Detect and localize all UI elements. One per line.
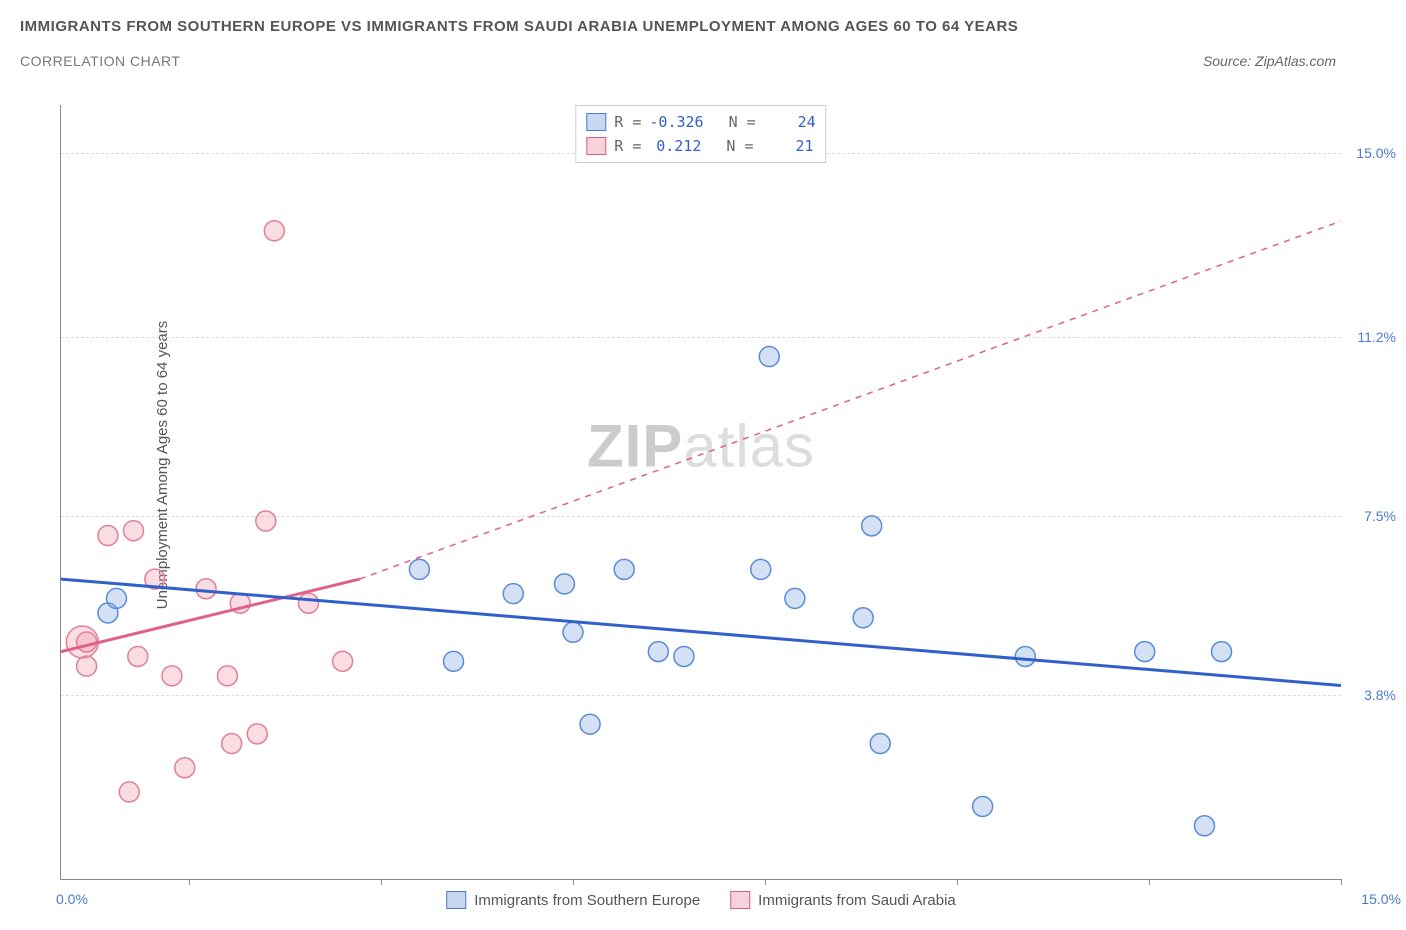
data-point [106, 588, 126, 608]
data-point [119, 782, 139, 802]
x-tick [765, 879, 766, 885]
x-tick [573, 879, 574, 885]
chart-source: Source: ZipAtlas.com [1203, 53, 1336, 69]
data-point [853, 608, 873, 628]
swatch-pink-icon [586, 137, 606, 155]
stats-row-pink: R = 0.212 N = 21 [586, 134, 815, 158]
r-label: R = [614, 110, 641, 134]
trend-line [360, 221, 1341, 579]
legend-label-blue: Immigrants from Southern Europe [474, 892, 700, 909]
y-tick-label: 11.2% [1357, 329, 1396, 345]
y-tick-label: 3.8% [1364, 687, 1396, 703]
x-tick [957, 879, 958, 885]
data-point [217, 666, 237, 686]
data-point [503, 584, 523, 604]
data-point [1212, 642, 1232, 662]
chart-title: IMMIGRANTS FROM SOUTHERN EUROPE VS IMMIG… [20, 18, 1386, 35]
n-label-2: N = [726, 134, 753, 158]
legend-item-blue: Immigrants from Southern Europe [446, 891, 700, 909]
chart-header: IMMIGRANTS FROM SOUTHERN EUROPE VS IMMIG… [0, 0, 1406, 69]
x-tick [381, 879, 382, 885]
data-point [751, 559, 771, 579]
data-point [264, 221, 284, 241]
data-point [674, 646, 694, 666]
scatter-svg [61, 105, 1341, 879]
data-point [77, 632, 97, 652]
data-point [124, 521, 144, 541]
data-point [614, 559, 634, 579]
legend-swatch-blue-icon [446, 891, 466, 909]
data-point [196, 579, 216, 599]
data-point [175, 758, 195, 778]
data-point [128, 646, 148, 666]
data-point [409, 559, 429, 579]
y-tick-label: 15.0% [1356, 145, 1396, 161]
data-point [333, 651, 353, 671]
bottom-legend: Immigrants from Southern Europe Immigran… [446, 891, 956, 909]
data-point [580, 714, 600, 734]
r-label-2: R = [614, 134, 641, 158]
legend-item-pink: Immigrants from Saudi Arabia [730, 891, 956, 909]
n-label: N = [729, 110, 756, 134]
data-point [973, 796, 993, 816]
legend-swatch-pink-icon [730, 891, 750, 909]
x-tick [189, 879, 190, 885]
data-point [222, 734, 242, 754]
data-point [870, 734, 890, 754]
data-point [785, 588, 805, 608]
data-point [1194, 816, 1214, 836]
data-point [563, 622, 583, 642]
y-tick-label: 7.5% [1364, 508, 1396, 524]
data-point [247, 724, 267, 744]
swatch-blue-icon [586, 113, 606, 131]
n-value-pink: 21 [762, 134, 814, 158]
legend-label-pink: Immigrants from Saudi Arabia [758, 892, 956, 909]
data-point [648, 642, 668, 662]
data-point [1135, 642, 1155, 662]
data-point [759, 347, 779, 367]
data-point [1015, 646, 1035, 666]
stats-row-blue: R = -0.326 N = 24 [586, 110, 815, 134]
chart-subtitle: CORRELATION CHART [20, 53, 180, 69]
data-point [444, 651, 464, 671]
data-point [298, 593, 318, 613]
x-axis-end-label: 15.0% [1361, 891, 1401, 907]
x-tick [1341, 879, 1342, 885]
chart-area: ZIPatlas R = -0.326 N = 24 R = 0.212 N =… [60, 105, 1341, 880]
r-value-pink: 0.212 [649, 134, 701, 158]
data-point [162, 666, 182, 686]
plot-region: ZIPatlas R = -0.326 N = 24 R = 0.212 N =… [60, 105, 1341, 880]
data-point [256, 511, 276, 531]
x-axis-start-label: 0.0% [56, 891, 88, 907]
data-point [98, 526, 118, 546]
trend-line [61, 579, 1341, 685]
stats-legend: R = -0.326 N = 24 R = 0.212 N = 21 [575, 105, 826, 163]
data-point [862, 516, 882, 536]
subtitle-row: CORRELATION CHART Source: ZipAtlas.com [20, 53, 1386, 69]
data-point [554, 574, 574, 594]
n-value-blue: 24 [764, 110, 816, 134]
data-point [77, 656, 97, 676]
r-value-blue: -0.326 [649, 110, 703, 134]
x-tick [1149, 879, 1150, 885]
